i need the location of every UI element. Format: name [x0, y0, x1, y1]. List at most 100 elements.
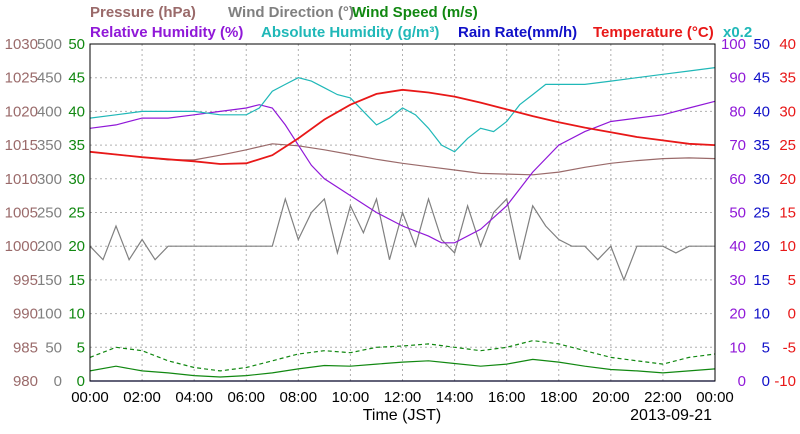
x-tick-label: 08:00: [280, 389, 318, 406]
relative-humidity-axis-tick-label: 100: [721, 36, 746, 53]
pressure-axis-tick-label: 990: [13, 306, 38, 323]
left-axes: 9809859909951000100510101015102010251030…: [5, 36, 85, 390]
relative-humidity-axis-tick-label: 50: [729, 205, 746, 222]
legend-entry-temperature: Temperature (°C): [593, 24, 714, 41]
legend-entry-rel_hum: Relative Humidity (%): [90, 24, 243, 41]
x-tick-label: 16:00: [488, 389, 526, 406]
series-line-wind_speed_avg: [89, 358, 716, 378]
wind-speed-axis-tick-label: 5: [77, 339, 85, 356]
series-line-abs_hum: [89, 67, 716, 153]
pressure-axis-tick-label: 985: [13, 339, 38, 356]
rain-rate-axis-tick-label: 10: [753, 306, 770, 323]
pressure-axis-tick-label: 1005: [5, 205, 38, 222]
relative-humidity-axis-tick-label: 80: [729, 103, 746, 120]
wind-direction-axis-tick-label: 450: [37, 70, 62, 87]
wind-speed-axis-tick-label: 40: [68, 103, 85, 120]
temperature-axis-tick-label: 15: [779, 205, 796, 222]
relative-humidity-axis-tick-label: 20: [729, 306, 746, 323]
wind-direction-axis-tick-label: 400: [37, 103, 62, 120]
pressure-axis-tick-label: 1015: [5, 137, 38, 154]
wind-speed-axis-tick-label: 10: [68, 306, 85, 323]
wind-direction-axis-tick-label: 300: [37, 171, 62, 188]
relative-humidity-axis-tick-label: 60: [729, 171, 746, 188]
relative-humidity-axis-tick-label: 70: [729, 137, 746, 154]
right-axes: 0 10 20 30 40 50 60 70 80 90 100 0 5 10 15 20 25 30 35 40 45…: [721, 36, 796, 390]
wind-speed-axis-tick-label: 20: [68, 238, 85, 255]
grid-lines: [90, 44, 715, 381]
wind-direction-axis-tick-label: 150: [37, 272, 62, 289]
x-axis-label: Time (JST): [363, 407, 442, 424]
rain-rate-axis-tick-label: 45: [753, 70, 770, 87]
legend-entry-wind_speed: Wind Speed (m/s): [352, 4, 478, 21]
x-tick-label: 12:00: [384, 389, 422, 406]
pressure-axis-tick-label: 1025: [5, 70, 38, 87]
wind-speed-axis-tick-label: 35: [68, 137, 85, 154]
x-tick-label: 10:00: [332, 389, 370, 406]
pressure-axis-tick-label: 1010: [5, 171, 38, 188]
pressure-axis-tick-label: 995: [13, 272, 38, 289]
legend: Pressure (hPa) Wind Direction (°)Wind Spe…: [90, 4, 752, 41]
pressure-axis-tick-label: 980: [13, 373, 38, 390]
series-line-wind_speed_gust: [89, 339, 716, 372]
series-lines: [89, 67, 716, 382]
rain-rate-axis-tick-label: 20: [753, 238, 770, 255]
temperature-axis-tick-label: -5: [783, 339, 796, 356]
legend-entry-wind_dir: Wind Direction (°): [228, 4, 354, 21]
legend-entry-pressure: Pressure (hPa): [90, 4, 196, 21]
x-tick-label: 04:00: [175, 389, 213, 406]
rain-rate-axis-tick-label: 15: [753, 272, 770, 289]
wind-direction-axis-tick-label: 100: [37, 306, 62, 323]
legend-entry-abs_hum: Absolute Humidity (g/m³): [261, 24, 439, 41]
temperature-axis-tick-label: 35: [779, 70, 796, 87]
rain-rate-axis-tick-label: 25: [753, 205, 770, 222]
relative-humidity-axis-tick-label: 90: [729, 70, 746, 87]
plot-frame: [89, 43, 716, 382]
pressure-axis-tick-label: 1020: [5, 103, 38, 120]
wind-direction-axis-tick-label: 250: [37, 205, 62, 222]
relative-humidity-axis-tick-label: 10: [729, 339, 746, 356]
x-tick-label: 14:00: [436, 389, 474, 406]
x-tick-label: 00:00: [71, 389, 109, 406]
temperature-axis-tick-label: 20: [779, 171, 796, 188]
wind-speed-axis-tick-label: 0: [77, 373, 85, 390]
wind-speed-axis-tick-label: 25: [68, 205, 85, 222]
wind-speed-axis-tick-label: 50: [68, 36, 85, 53]
relative-humidity-axis-tick-label: 30: [729, 272, 746, 289]
x-tick-label: 20:00: [592, 389, 630, 406]
x-tick-label: 00:00: [696, 389, 734, 406]
date-label: 2013-09-21: [630, 407, 712, 424]
x-tick-label: 22:00: [644, 389, 682, 406]
legend-entry-rain: Rain Rate(mm/h): [458, 24, 577, 41]
series-line-wind_dir: [89, 196, 715, 282]
series-line-rel_hum: [89, 100, 716, 244]
wind-direction-axis-tick-label: 50: [45, 339, 62, 356]
x-tick-label: 06:00: [227, 389, 265, 406]
temperature-axis-tick-label: 5: [788, 272, 796, 289]
temperature-axis-tick-label: 0: [788, 306, 796, 323]
wind-direction-axis-tick-label: 200: [37, 238, 62, 255]
rain-rate-axis-tick-label: 5: [762, 339, 770, 356]
relative-humidity-axis-tick-label: 40: [729, 238, 746, 255]
temperature-axis-tick-label: 25: [779, 137, 796, 154]
temperature-axis-tick-label: -10: [774, 373, 796, 390]
legend-entry-abs_hum_scale: x0.2: [723, 24, 752, 41]
wind-speed-axis-tick-label: 45: [68, 70, 85, 87]
series-line-temperature: [89, 88, 716, 165]
rain-rate-axis-tick-label: 40: [753, 103, 770, 120]
temperature-axis-tick-label: 40: [779, 36, 796, 53]
pressure-axis-tick-label: 1000: [5, 238, 38, 255]
wind-direction-axis-tick-label: 350: [37, 137, 62, 154]
rain-rate-axis-tick-label: 35: [753, 137, 770, 154]
temperature-axis-tick-label: 30: [779, 103, 796, 120]
rain-rate-axis-tick-label: 0: [762, 373, 770, 390]
rain-rate-axis-tick-label: 30: [753, 171, 770, 188]
x-tick-labels: 00:00 02:00 04:00 06:00 08:00 10:00 12:00 14:00…: [71, 389, 734, 406]
temperature-axis-tick-label: 10: [779, 238, 796, 255]
pressure-axis-tick-label: 1030: [5, 36, 38, 53]
wind-direction-axis-tick-label: 500: [37, 36, 62, 53]
x-tick-label: 18:00: [540, 389, 578, 406]
rain-rate-axis-tick-label: 50: [753, 36, 770, 53]
x-tick-label: 02:00: [123, 389, 161, 406]
wind-speed-axis-tick-label: 30: [68, 171, 85, 188]
wind-direction-axis-tick-label: 0: [54, 373, 62, 390]
